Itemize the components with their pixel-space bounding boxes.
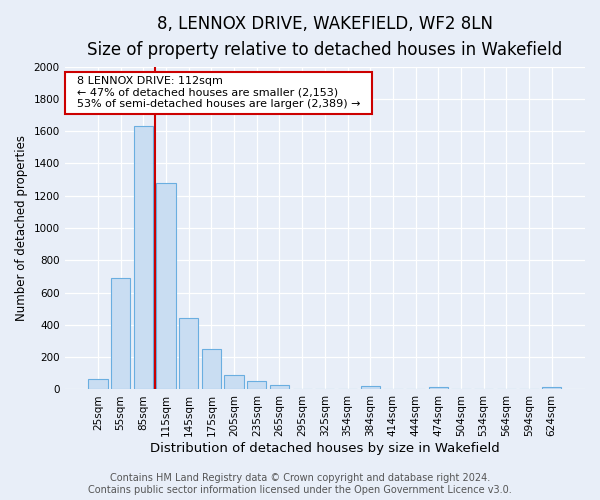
Bar [270,384,289,390]
Bar [179,318,199,390]
Bar [361,386,380,390]
Bar [428,387,448,390]
Bar [542,387,562,390]
Y-axis label: Number of detached properties: Number of detached properties [15,135,28,321]
Bar [134,126,153,390]
X-axis label: Distribution of detached houses by size in Wakefield: Distribution of detached houses by size … [150,442,500,455]
Bar [247,382,266,390]
Text: Contains HM Land Registry data © Crown copyright and database right 2024.
Contai: Contains HM Land Registry data © Crown c… [88,474,512,495]
Title: 8, LENNOX DRIVE, WAKEFIELD, WF2 8LN
Size of property relative to detached houses: 8, LENNOX DRIVE, WAKEFIELD, WF2 8LN Size… [87,15,562,60]
Bar [88,379,107,390]
Bar [111,278,130,390]
Bar [202,349,221,390]
Text: 8 LENNOX DRIVE: 112sqm
  ← 47% of detached houses are smaller (2,153)
  53% of s: 8 LENNOX DRIVE: 112sqm ← 47% of detached… [70,76,367,110]
Bar [224,375,244,390]
Bar [157,183,176,390]
